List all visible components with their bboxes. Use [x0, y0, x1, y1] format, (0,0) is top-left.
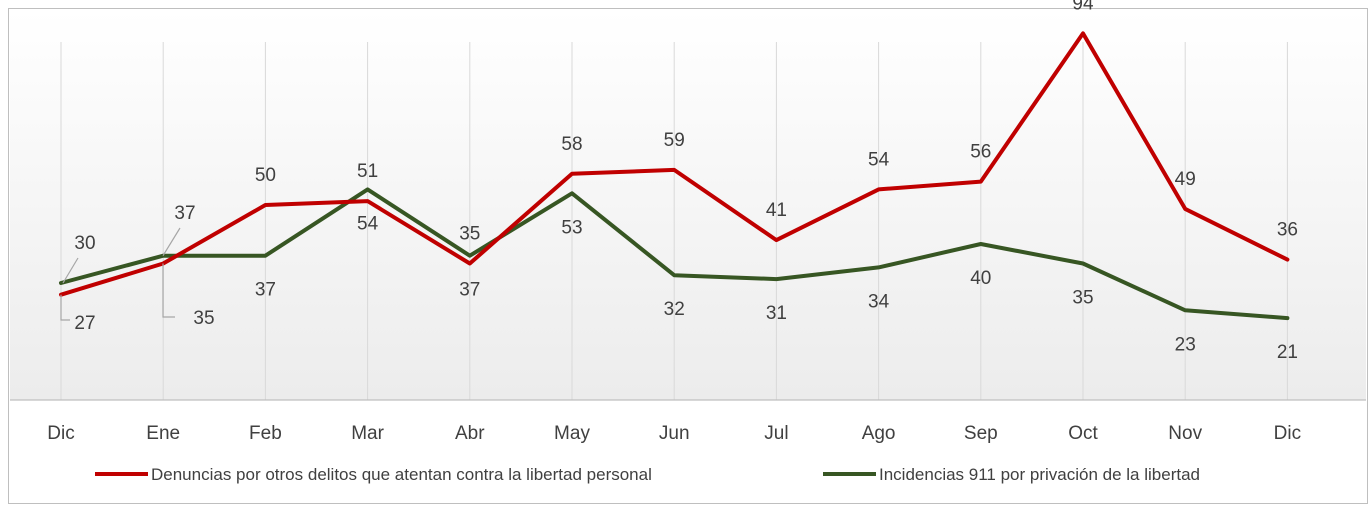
plot-area	[10, 10, 1366, 400]
leader-line	[62, 257, 79, 284]
data-label: 54	[357, 213, 379, 234]
data-label: 54	[868, 149, 890, 170]
data-label: 59	[664, 130, 685, 151]
data-label: 32	[664, 299, 685, 320]
x-tick-label: Nov	[1168, 423, 1202, 444]
x-tick-label: Dic	[47, 423, 74, 444]
data-label: 53	[561, 217, 582, 238]
gridlines	[60, 42, 1288, 400]
leader-line	[162, 263, 175, 318]
x-tick-label: Jun	[659, 423, 690, 444]
data-label: 31	[766, 303, 787, 324]
legend-label: Incidencias 911 por privación de la libe…	[879, 465, 1200, 484]
leader-line	[60, 294, 70, 321]
data-label: 40	[970, 268, 991, 289]
data-label: 30	[74, 233, 95, 254]
x-tick-label: Ago	[862, 423, 896, 444]
series-lines	[59, 31, 1290, 321]
data-label: 21	[1277, 342, 1298, 363]
x-tick-label: Sep	[964, 423, 998, 444]
data-label: 37	[174, 203, 195, 224]
data-label: 58	[561, 134, 582, 155]
x-tick-label: Feb	[249, 423, 282, 444]
x-tick-label: Mar	[351, 423, 384, 444]
data-label: 36	[1277, 220, 1298, 241]
leader-line	[162, 227, 181, 257]
data-label: 23	[1175, 334, 1196, 355]
data-label: 94	[1072, 0, 1094, 14]
data-label: 51	[357, 161, 378, 182]
x-axis-tick-labels: Dic Ene Feb Mar Abr May Jun Jul Ago Sep Oct Nov Dic	[47, 423, 1301, 444]
x-tick-label: Abr	[455, 423, 485, 444]
x-tick-label: Ene	[146, 423, 180, 444]
series-line-denuncias	[59, 31, 1290, 297]
data-label: 49	[1175, 169, 1196, 190]
data-label: 41	[766, 200, 787, 221]
x-tick-label: Oct	[1068, 423, 1098, 444]
data-label: 37	[255, 280, 276, 301]
data-label: 35	[1072, 288, 1093, 309]
legend: Denuncias por otros delitos que atentan …	[95, 465, 1200, 484]
legend-label: Denuncias por otros delitos que atentan …	[151, 465, 652, 484]
data-label: 56	[970, 142, 991, 163]
series-line-incidencias	[59, 187, 1290, 321]
x-tick-label: Dic	[1274, 423, 1301, 444]
data-label: 37	[459, 280, 480, 301]
x-tick-label: May	[554, 423, 590, 444]
data-label: 35	[193, 308, 214, 329]
label-leader-lines	[60, 227, 181, 321]
data-label: 35	[459, 224, 480, 245]
x-tick-label: Jul	[764, 423, 788, 444]
data-label: 27	[74, 313, 95, 334]
data-label: 50	[255, 165, 276, 186]
data-label: 34	[868, 291, 890, 312]
data-labels: 27 35 50 51 35 58 59 41 54 56 94 49 36 30 37 37 54 37 53 32…	[74, 0, 1298, 363]
